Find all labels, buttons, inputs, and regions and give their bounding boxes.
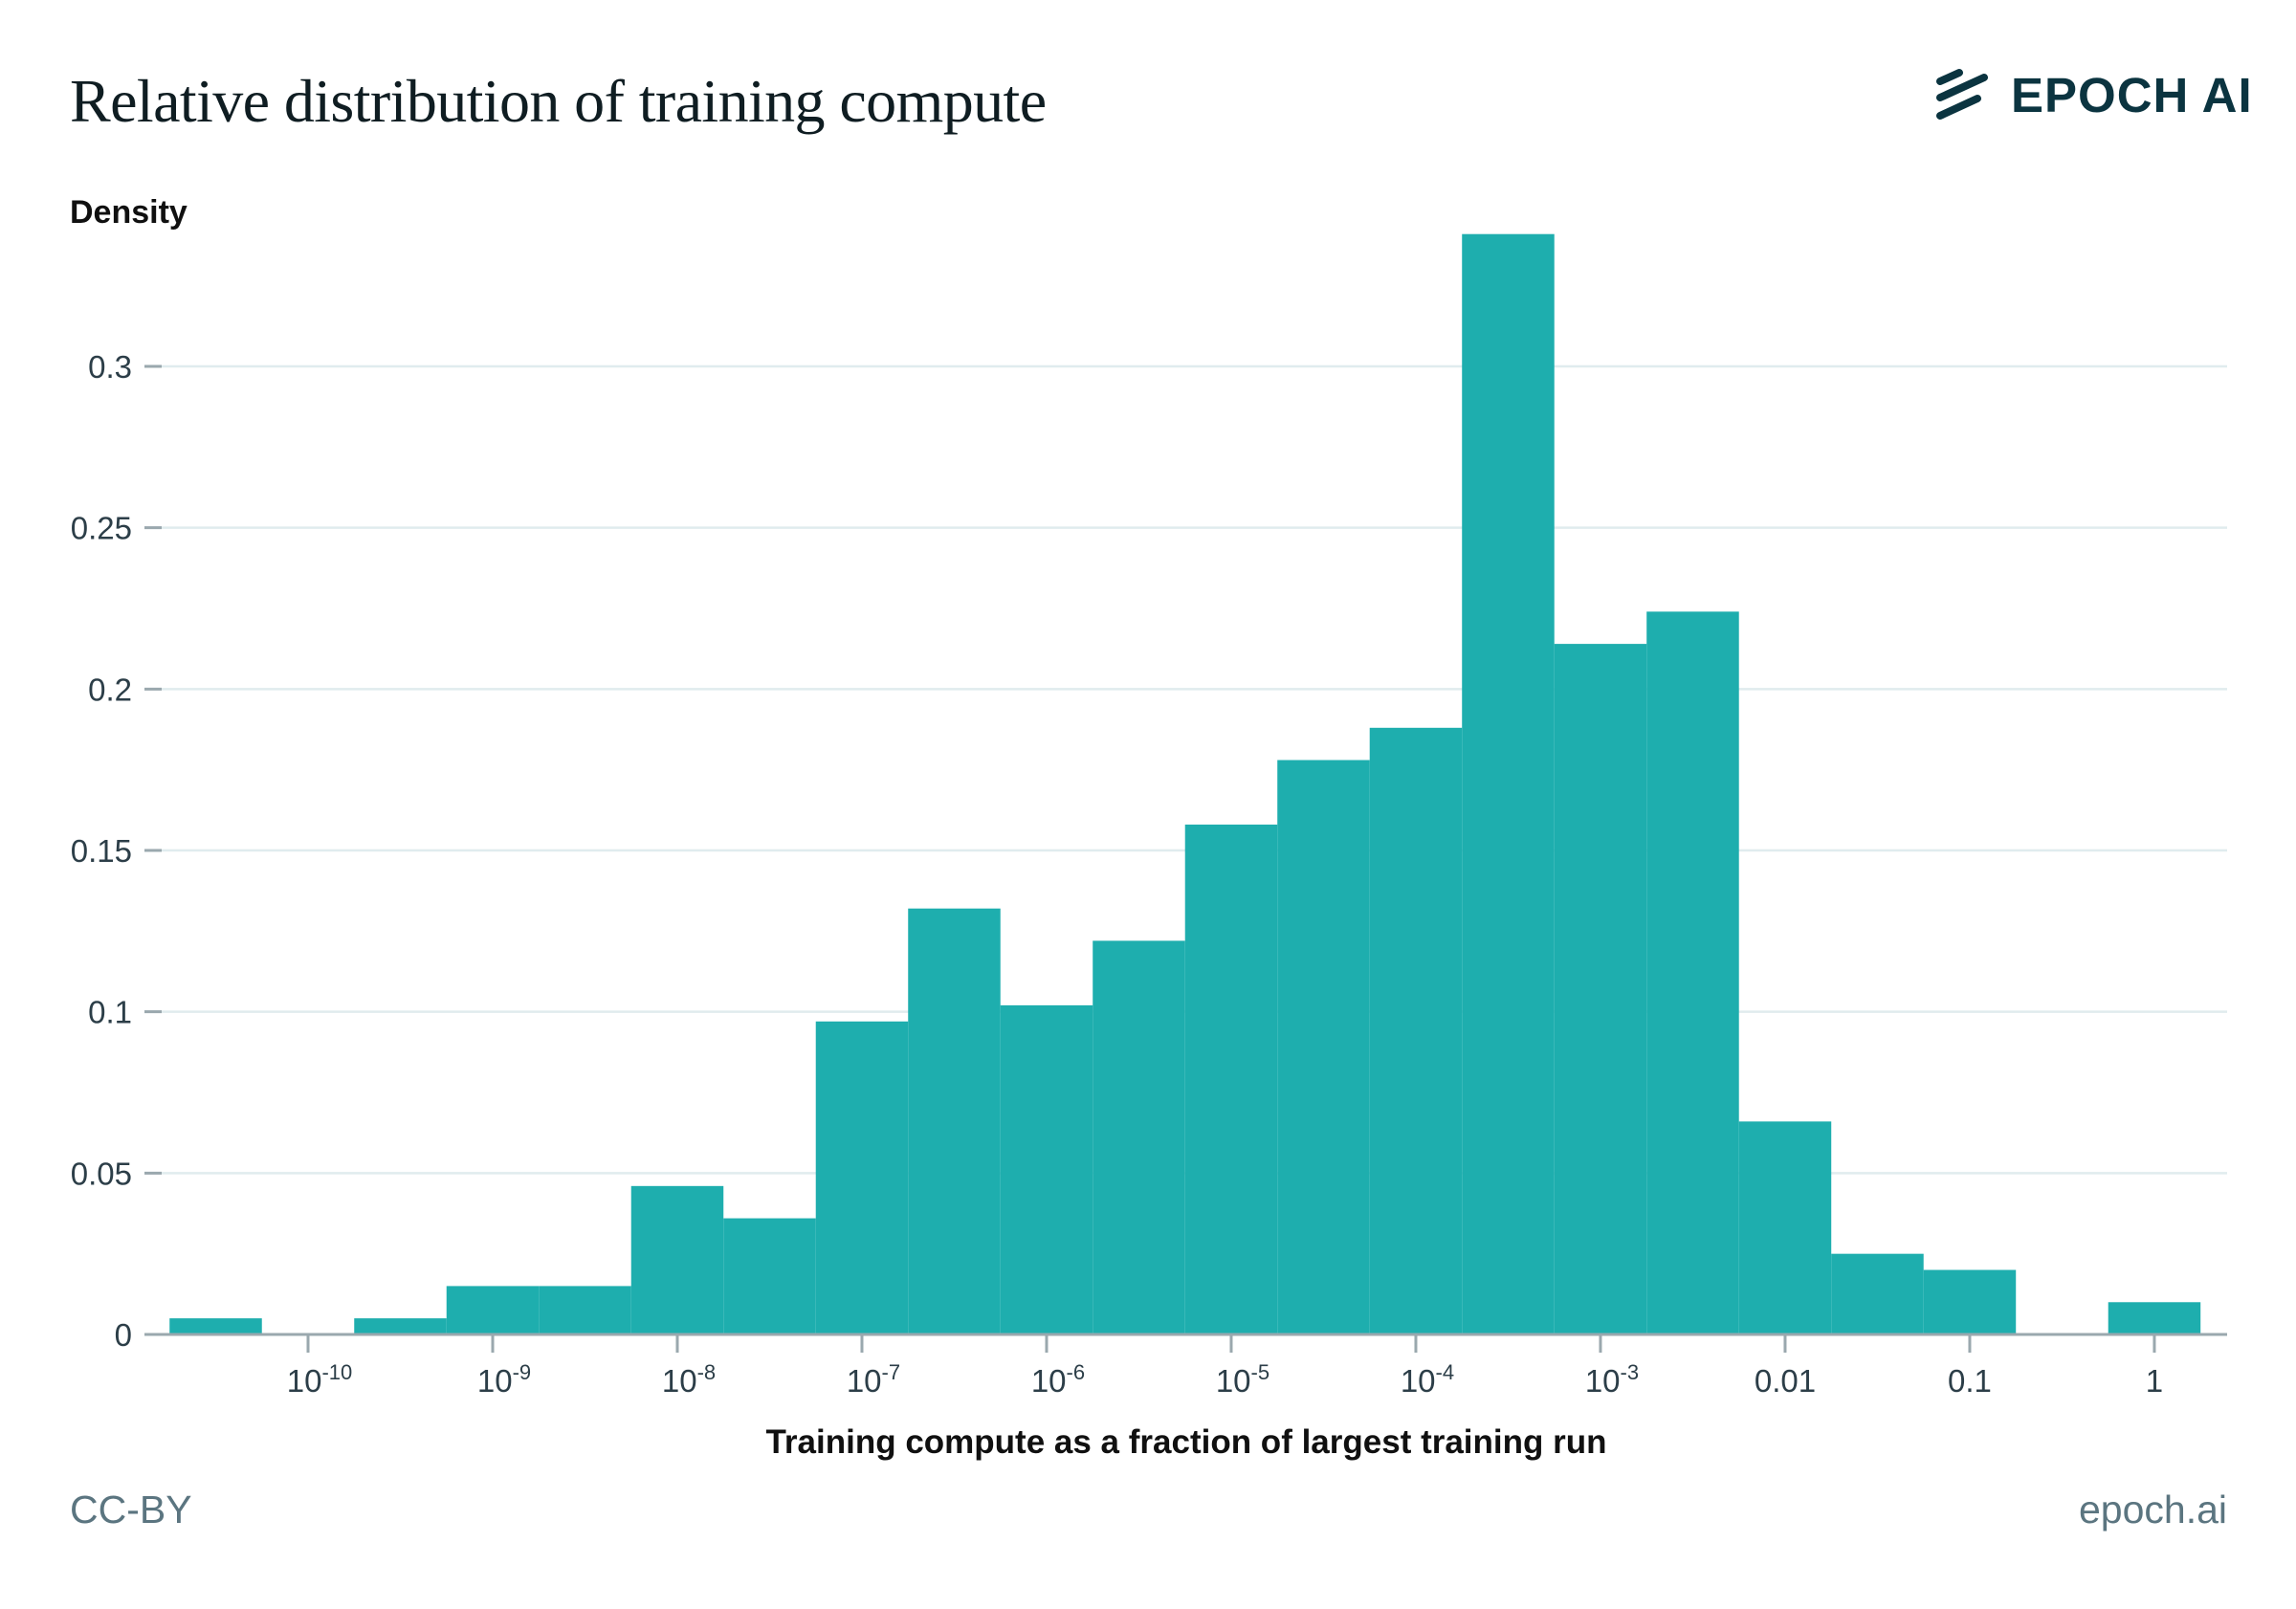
histogram-bar — [169, 1318, 261, 1334]
x-tick-base: 10 — [1031, 1363, 1067, 1399]
histogram-bar — [447, 1286, 539, 1334]
x-tick-exponent: -5 — [1251, 1360, 1270, 1384]
histogram-bar — [1555, 644, 1646, 1334]
histogram-bar — [354, 1318, 446, 1334]
x-tick-label: 10-5 — [1216, 1360, 1269, 1399]
x-tick-label: 10-3 — [1585, 1360, 1639, 1399]
histogram-bar — [1370, 728, 1462, 1334]
x-tick-base: 10 — [1401, 1363, 1436, 1399]
x-tick-exponent: -8 — [697, 1360, 717, 1384]
x-tick-label: 10-10 — [287, 1360, 353, 1399]
histogram-bar — [1924, 1270, 2016, 1334]
x-tick-base: 10 — [847, 1363, 882, 1399]
x-tick-exponent: -7 — [882, 1360, 901, 1384]
histogram-bar — [1462, 234, 1554, 1334]
x-tick-base: 0.1 — [1948, 1363, 1992, 1399]
license-label: CC-BY — [70, 1490, 192, 1530]
histogram-bar — [723, 1219, 815, 1334]
histogram-bar — [1093, 940, 1184, 1334]
x-tick-exponent: -3 — [1621, 1360, 1640, 1384]
x-tick-base: 0.01 — [1755, 1363, 1816, 1399]
y-tick-label: 0.05 — [71, 1156, 132, 1191]
histogram-bar — [1185, 825, 1277, 1334]
y-tick-label: 0 — [115, 1317, 132, 1353]
x-tick-base: 10 — [477, 1363, 513, 1399]
x-tick-label: 0.01 — [1755, 1363, 1816, 1399]
x-tick-base: 10 — [287, 1363, 322, 1399]
bars — [169, 234, 2200, 1334]
histogram-bar — [539, 1286, 630, 1334]
x-tick-label: 1 — [2146, 1363, 2163, 1399]
x-tick-exponent: -6 — [1067, 1360, 1086, 1384]
histogram-bar — [1001, 1005, 1093, 1334]
histogram-bar — [631, 1186, 723, 1334]
x-tick-label: 10-4 — [1401, 1360, 1454, 1399]
histogram-bar — [816, 1022, 908, 1334]
histogram-bar — [908, 909, 1000, 1334]
x-tick-label: 10-9 — [477, 1360, 531, 1399]
x-tick-exponent: -9 — [513, 1360, 532, 1384]
x-tick-label: 10-6 — [1031, 1360, 1085, 1399]
y-tick-label: 0.3 — [88, 349, 132, 385]
x-tick-exponent: -4 — [1436, 1360, 1455, 1384]
y-tick-label: 0.25 — [71, 511, 132, 546]
histogram-bar — [2108, 1302, 2200, 1334]
y-tick-label: 0.1 — [88, 995, 132, 1030]
histogram-bar — [1739, 1121, 1831, 1334]
x-tick-base: 10 — [1585, 1363, 1621, 1399]
x-axis-title: Training compute as a fraction of larges… — [708, 1425, 1665, 1459]
histogram-bar — [1277, 760, 1369, 1334]
histogram-bar — [1831, 1254, 1923, 1334]
y-tick-label: 0.15 — [71, 833, 132, 869]
x-tick-exponent: -10 — [321, 1360, 352, 1384]
site-link[interactable]: epoch.ai — [2079, 1490, 2227, 1530]
x-tick-base: 10 — [662, 1363, 697, 1399]
x-tick-base: 1 — [2146, 1363, 2163, 1399]
x-tick-label: 0.1 — [1948, 1363, 1992, 1399]
x-tick-label: 10-8 — [662, 1360, 716, 1399]
y-tick-label: 0.2 — [88, 672, 132, 707]
x-tick-base: 10 — [1216, 1363, 1251, 1399]
x-tick-label: 10-7 — [847, 1360, 900, 1399]
histogram-bar — [1646, 611, 1738, 1334]
